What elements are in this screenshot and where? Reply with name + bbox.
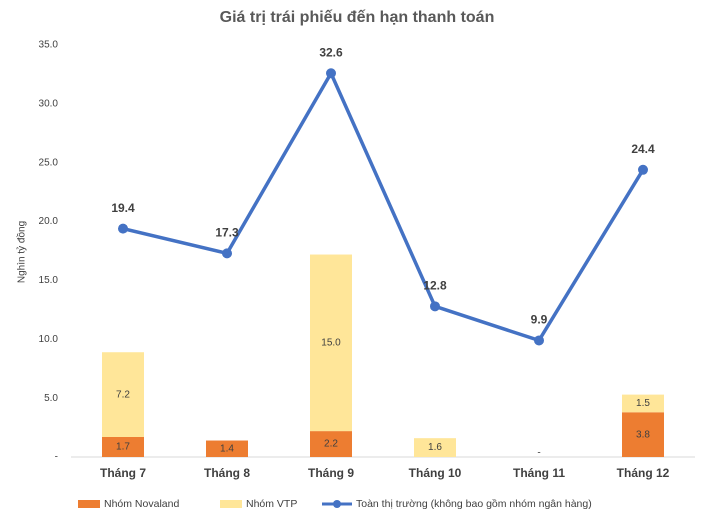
bar [310, 254, 352, 432]
data-label: 1.7 [116, 442, 130, 453]
y-tick-label: 10.0 [39, 334, 59, 345]
data-label: 7.2 [116, 389, 130, 400]
y-tick-label: 20.0 [39, 216, 59, 227]
data-label: 3.8 [636, 429, 650, 440]
x-tick-label: Tháng 12 [617, 466, 670, 480]
legend-swatch [220, 500, 242, 508]
legend-swatch [78, 500, 100, 508]
bar [414, 438, 456, 457]
chart-title: Giá trị trái phiếu đến hạn thanh toán [220, 9, 495, 26]
data-label: 19.4 [111, 201, 135, 215]
line-point [326, 68, 336, 79]
y-tick-label: 25.0 [39, 157, 59, 168]
legend-label: Toàn thị trường (không bao gồm nhóm ngân… [356, 498, 592, 510]
legend-label: Nhóm Novaland [104, 498, 179, 510]
y-axis-label: Nghìn tỷ đồng [16, 221, 28, 283]
bar [102, 436, 144, 457]
y-tick-label: 5.0 [44, 393, 58, 404]
legend-label: Nhóm VTP [246, 498, 297, 510]
y-tick-label: - [55, 452, 58, 463]
x-tick-label: Tháng 8 [204, 466, 250, 480]
line-point [638, 164, 648, 175]
bar [206, 440, 248, 457]
legend-swatch [333, 500, 341, 508]
data-label: 24.4 [631, 142, 655, 156]
data-label: 12.8 [423, 278, 447, 292]
x-tick-label: Tháng 11 [513, 466, 565, 480]
bar [102, 352, 144, 437]
x-tick-label: Tháng 10 [409, 466, 462, 480]
data-label: 1.6 [428, 442, 442, 453]
data-label: 2.2 [324, 439, 338, 450]
data-label: 32.6 [319, 45, 343, 59]
data-label: - [537, 448, 540, 459]
bar [622, 412, 664, 457]
x-tick-label: Tháng 9 [308, 466, 354, 480]
data-label: 9.9 [531, 313, 548, 327]
data-label: 17.3 [215, 226, 239, 240]
data-label: 1.4 [220, 443, 234, 454]
line-point [222, 248, 232, 259]
x-tick-label: Tháng 7 [100, 466, 146, 480]
line-point [430, 301, 440, 312]
bar [622, 394, 664, 413]
data-label: 15.0 [321, 337, 341, 348]
y-tick-label: 15.0 [39, 275, 59, 286]
y-tick-label: 35.0 [39, 40, 59, 51]
y-tick-label: 30.0 [39, 98, 59, 109]
data-label: 1.5 [636, 398, 650, 409]
line-point [534, 335, 544, 346]
bar [310, 431, 352, 457]
line [122, 69, 645, 343]
line-point [118, 223, 128, 234]
